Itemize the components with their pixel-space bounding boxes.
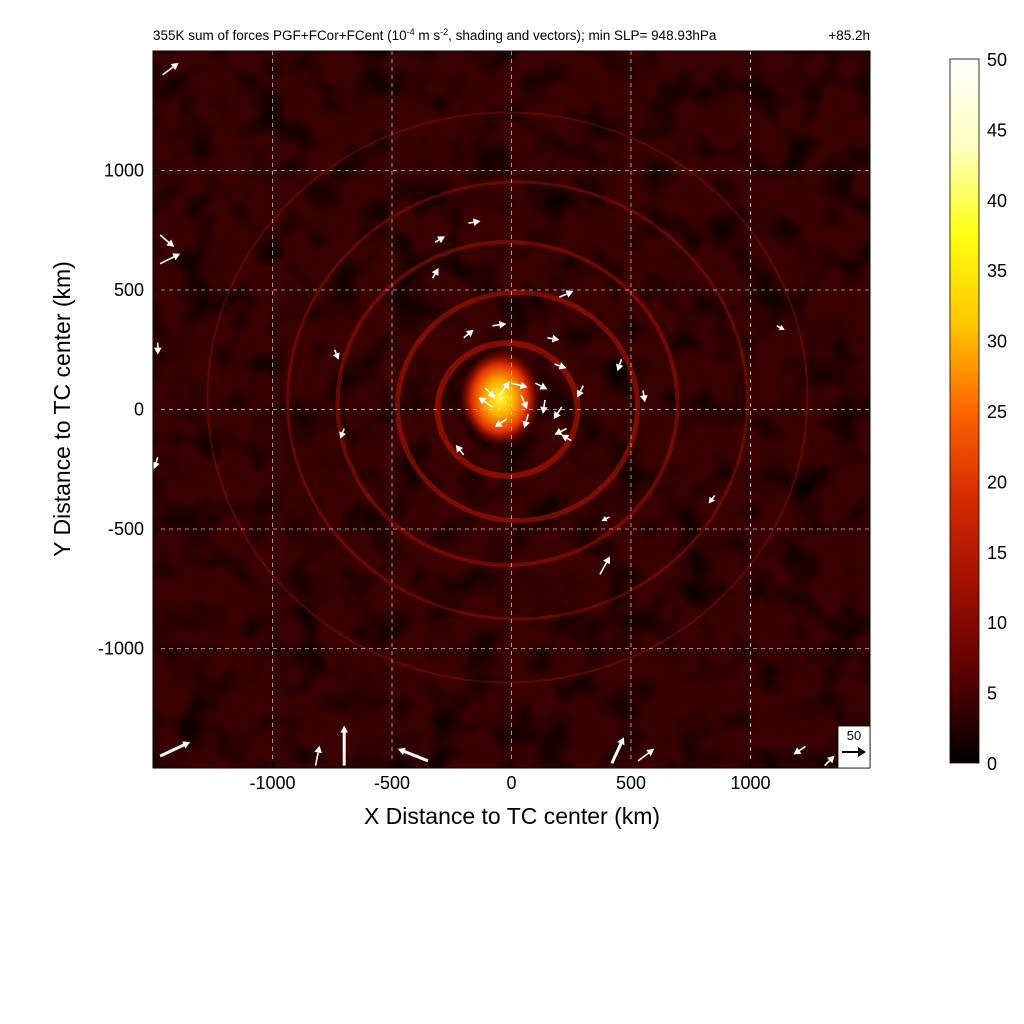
y-tick-label: 1000: [104, 161, 144, 181]
force-vector: [431, 268, 439, 279]
colorbar-tick-label: 0: [987, 754, 997, 774]
force-vector: [314, 745, 322, 766]
y-axis: -1000 -500 0 500 1000: [98, 161, 159, 659]
colorbar-tick-label: 45: [987, 120, 1007, 140]
force-vector: [468, 218, 481, 227]
force-vector: [776, 324, 785, 331]
force-vector: [637, 748, 655, 762]
force-vector: [498, 381, 510, 396]
colorbar-ticks: 0 5 10 15 20 25 30 35 40 45 50: [987, 50, 1007, 774]
force-vector: [478, 397, 493, 408]
colorbar-tick-label: 25: [987, 402, 1007, 422]
force-vector: [547, 334, 560, 343]
colorbar-tick-label: 35: [987, 261, 1007, 281]
force-vector: [522, 414, 530, 429]
x-axis-label: X Distance to TC center (km): [364, 803, 660, 829]
plot-area: [153, 51, 870, 768]
colorbar-tick-label: 10: [987, 613, 1007, 633]
force-vector: [340, 725, 349, 766]
force-vector: [434, 236, 446, 244]
force-vector: [520, 394, 528, 410]
spiral-band: [335, 240, 680, 567]
spiral-bands: [206, 111, 809, 684]
force-vector: [159, 253, 181, 265]
force-vector: [824, 755, 835, 767]
force-vector: [616, 359, 624, 372]
y-tick-label: -1000: [98, 639, 144, 659]
force-vector: [511, 381, 528, 390]
x-tick-label: 0: [506, 773, 516, 793]
force-vectors: [153, 62, 835, 767]
reference-vector-label: 50: [847, 728, 861, 743]
force-vector: [599, 556, 610, 575]
force-vector: [455, 444, 465, 456]
y-tick-label: 500: [114, 280, 144, 300]
x-tick-label: 1000: [730, 773, 770, 793]
force-vector: [153, 457, 160, 470]
x-tick-label: -1000: [249, 773, 295, 793]
force-vector: [339, 428, 346, 439]
y-tick-label: -500: [108, 519, 144, 539]
tc-core-maximum: [460, 350, 540, 446]
force-vector: [159, 234, 175, 248]
force-vector: [554, 362, 567, 370]
reference-arrow-icon: [842, 747, 866, 757]
force-vector: [561, 434, 572, 442]
force-vector: [554, 427, 567, 435]
colorbar-tick-label: 20: [987, 472, 1007, 492]
force-vector: [463, 329, 474, 339]
force-vector: [540, 399, 548, 414]
force-vector: [640, 390, 648, 403]
force-vector: [708, 495, 716, 504]
force-vector: [492, 321, 507, 329]
force-vector: [159, 741, 191, 758]
spiral-band: [286, 180, 749, 621]
spiral-band: [395, 290, 640, 523]
force-vector: [162, 62, 179, 76]
colorbar-tick-label: 30: [987, 332, 1007, 352]
force-vector: [553, 406, 563, 420]
colorbar: 0 5 10 15 20 25 30 35 40 45 50: [949, 50, 1007, 774]
force-vector: [610, 737, 625, 764]
force-vector: [535, 382, 548, 390]
chart-title: 355K sum of forces PGF+FCor+FCent (10-4 …: [153, 27, 717, 43]
spiral-band: [206, 111, 809, 684]
x-tick-label: 500: [616, 773, 646, 793]
force-vector: [397, 747, 429, 763]
force-vector: [332, 349, 340, 360]
force-vector: [558, 290, 574, 298]
colorbar-tick-label: 15: [987, 543, 1007, 563]
force-vector: [601, 516, 610, 522]
force-vector: [153, 342, 162, 355]
x-axis: -1000 -500 0 500 1000: [249, 762, 771, 793]
force-vector: [484, 387, 496, 398]
x-tick-label: -500: [374, 773, 410, 793]
force-vector: [576, 385, 584, 398]
force-vector: [793, 745, 806, 755]
colorbar-scale: [949, 58, 980, 764]
colorbar-tick-label: 40: [987, 191, 1007, 211]
y-axis-label: Y Distance to TC center (km): [49, 261, 75, 557]
colorbar-tick-label: 50: [987, 50, 1007, 70]
reference-vector-key: 50: [837, 725, 871, 769]
force-vector: [494, 418, 508, 428]
colorbar-tick-label: 5: [987, 684, 997, 704]
forecast-hour: +85.2h: [828, 28, 870, 43]
y-tick-label: 0: [134, 400, 144, 420]
